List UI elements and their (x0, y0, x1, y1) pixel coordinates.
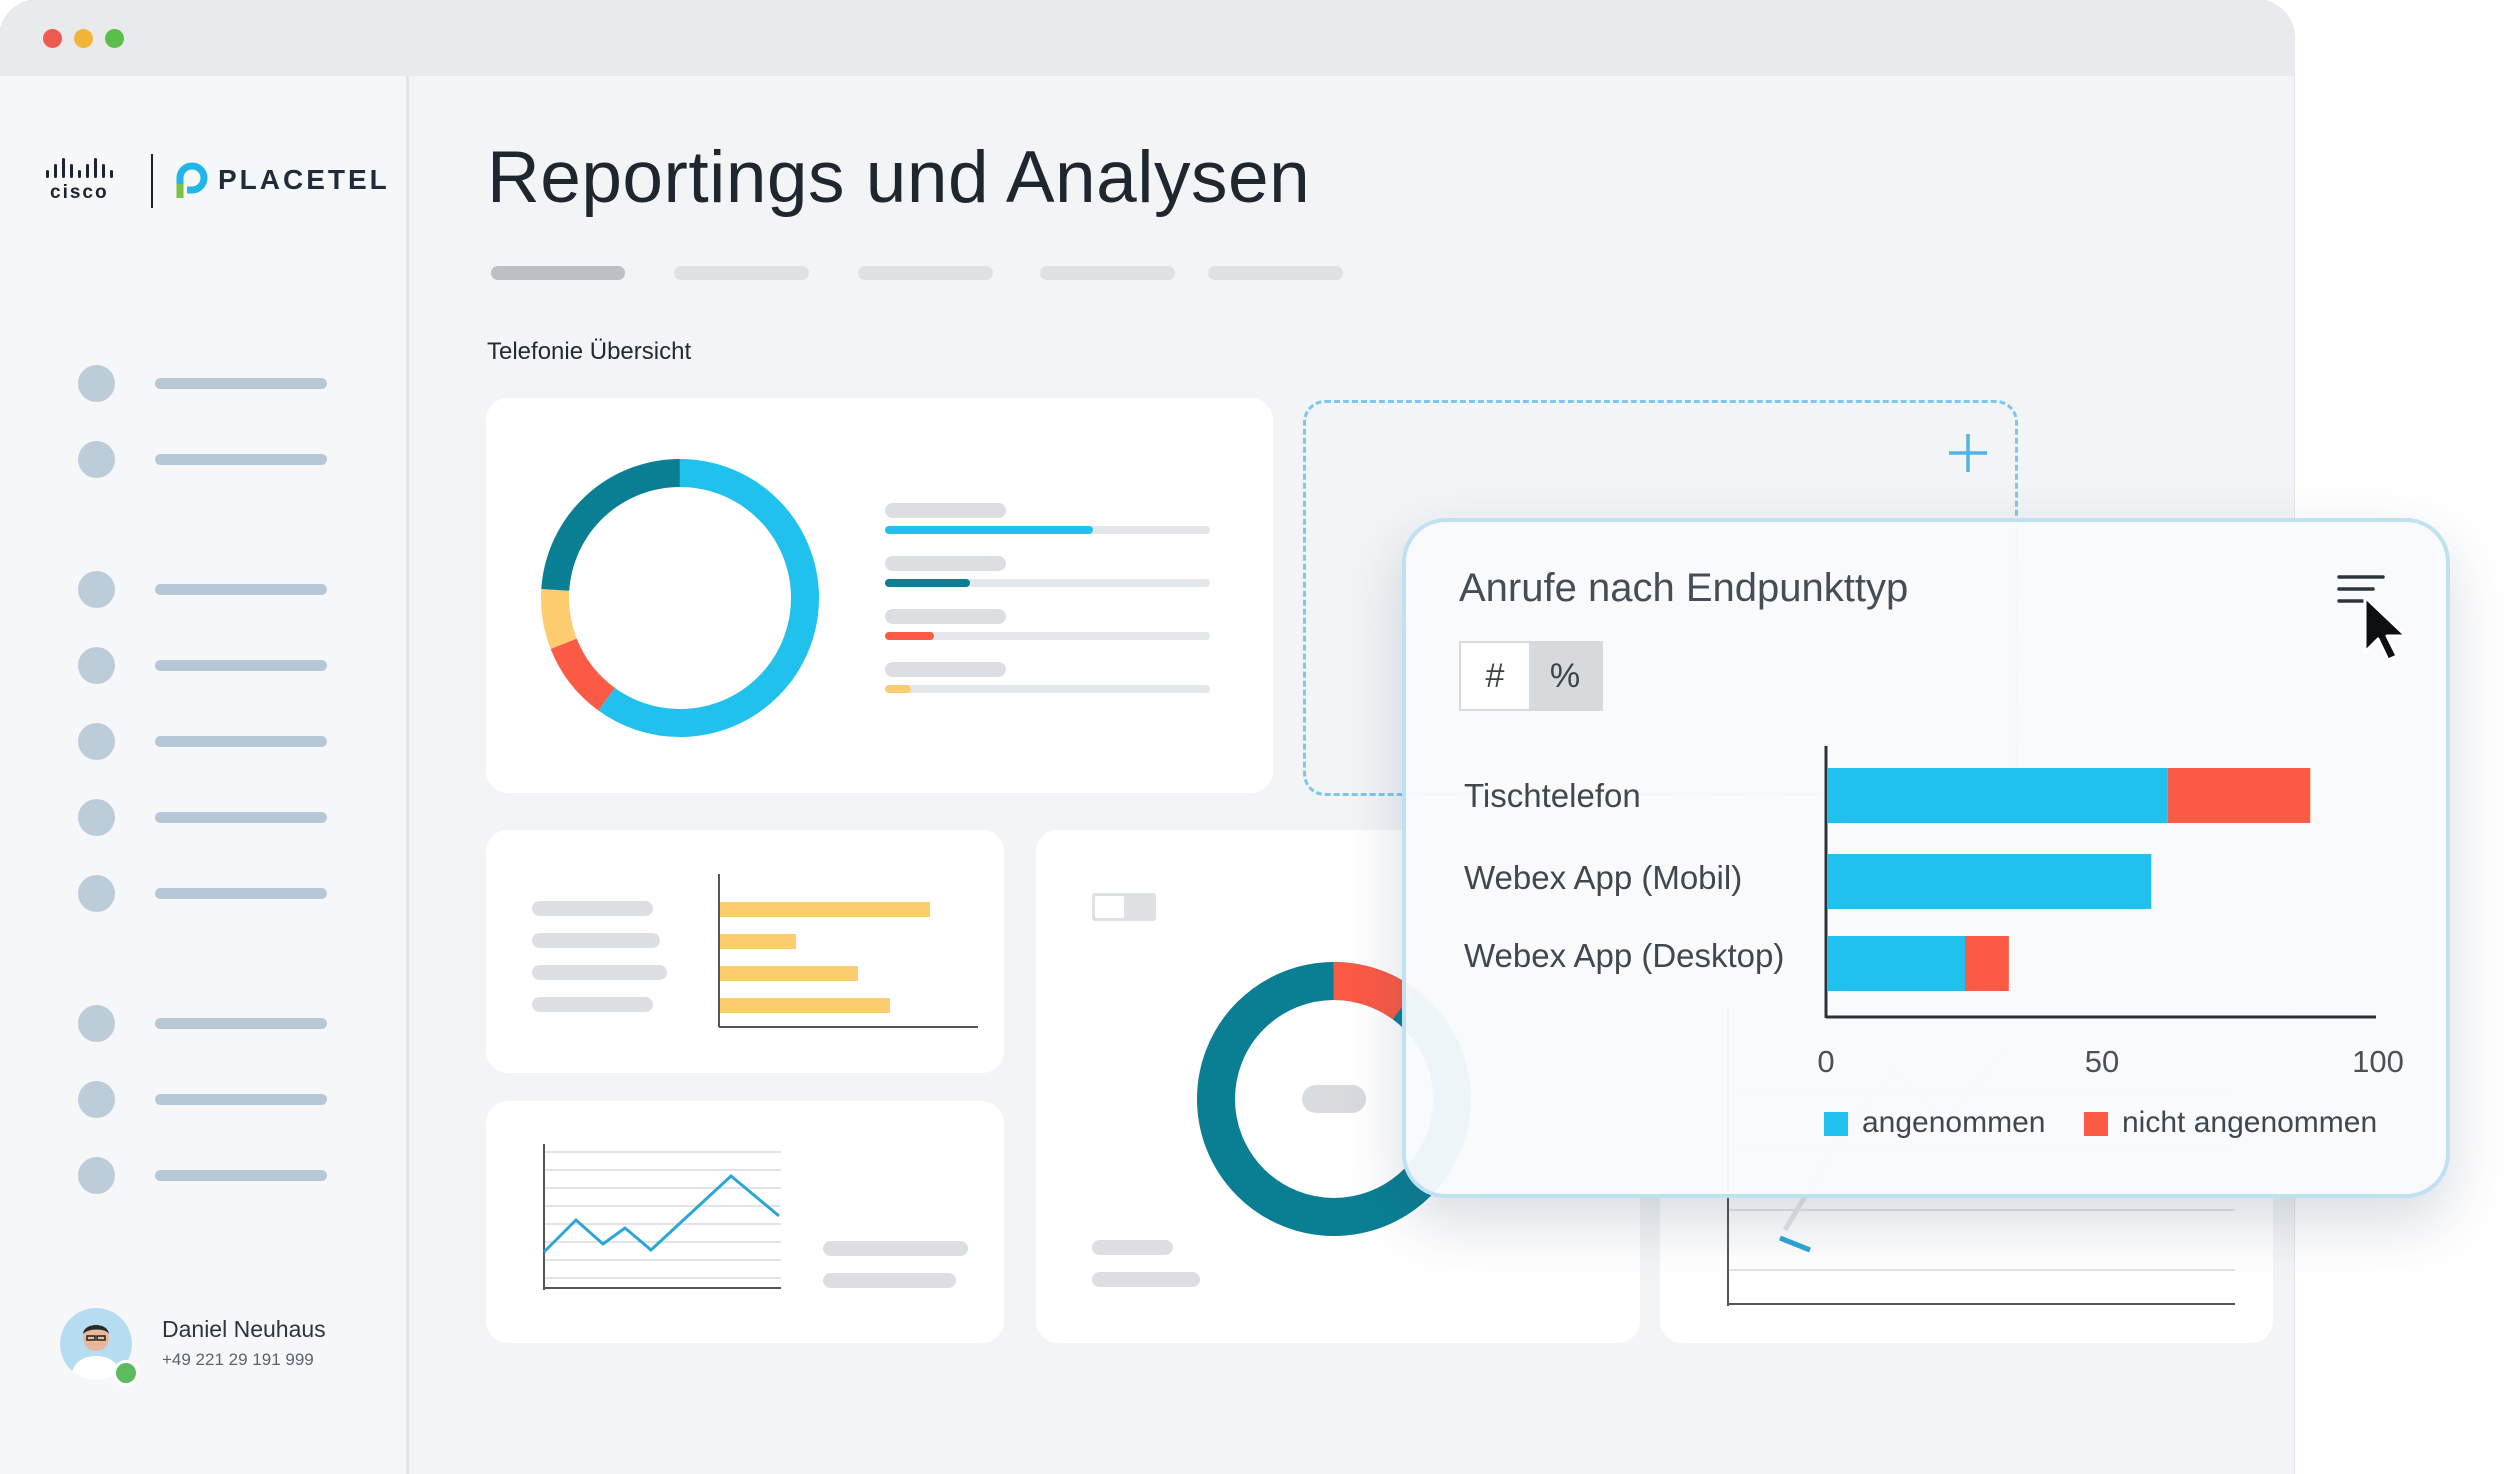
nav-icon (78, 1005, 115, 1042)
page-title: Reportings und Analysen (487, 137, 1311, 218)
endpoint-bar-chart: Tischtelefon Webex App (Mobil) Webex App… (1406, 522, 2446, 1194)
row-label-placeholder (532, 965, 667, 980)
user-profile[interactable]: Daniel Neuhaus +49 221 29 191 999 (60, 1308, 380, 1388)
online-status-indicator (113, 1360, 139, 1386)
placetel-logo-icon (176, 162, 210, 200)
mini-bar-chart-icon (718, 874, 978, 1028)
nav-label-placeholder (155, 584, 327, 595)
nav-label-placeholder (155, 888, 327, 899)
row-label-placeholder (885, 609, 1006, 624)
bar-unanswered-0 (2167, 768, 2311, 823)
user-phone: +49 221 29 191 999 (162, 1350, 314, 1369)
endpoint-calls-popup[interactable]: Anrufe nach Endpunkttyp # % Tischtelefon… (1402, 518, 2450, 1198)
category-label: Webex App (Mobil) (1464, 859, 1743, 896)
nav-label-placeholder (155, 454, 327, 465)
user-avatar-icon (60, 1308, 132, 1380)
nav-icon (78, 875, 115, 912)
nav-label-placeholder (155, 1170, 327, 1181)
tab[interactable] (1208, 266, 1343, 280)
progress-track (885, 685, 1210, 693)
toggle-count-button[interactable]: # (1485, 657, 1505, 695)
mini-line-chart-icon (542, 1144, 781, 1290)
bar-answered-0 (1828, 768, 2168, 823)
row-label-placeholder (885, 662, 1006, 677)
nav-label-placeholder (155, 812, 327, 823)
nav-label-placeholder (155, 1094, 327, 1105)
user-name: Daniel Neuhaus (162, 1316, 326, 1342)
legend-swatch-unanswered (2084, 1112, 2108, 1136)
nav-icon (78, 647, 115, 684)
nav-icon (78, 1081, 115, 1118)
bar-unanswered-2 (1965, 936, 2009, 991)
unit-toggle[interactable]: # % (1459, 641, 1603, 711)
x-tick-label: 100 (2352, 1044, 2404, 1079)
row-label-placeholder (1092, 1272, 1200, 1287)
placetel-wordmark: PLACETEL (218, 164, 390, 195)
row-label-placeholder (532, 997, 653, 1012)
cisco-bars-icon (46, 158, 113, 178)
tab[interactable] (858, 266, 993, 280)
tab[interactable] (674, 266, 809, 280)
row-label-placeholder (885, 556, 1006, 571)
nav-icon (78, 1157, 115, 1194)
plus-icon[interactable] (1946, 431, 1990, 475)
donut-chart-icon (541, 459, 819, 737)
nav-label-placeholder (155, 736, 327, 747)
cursor-arrow-icon (2363, 595, 2408, 662)
sidebar: cisco PLACETEL (0, 76, 409, 1474)
legend-label-answered: angenommen (1862, 1106, 2046, 1139)
app-window: cisco PLACETEL (0, 0, 2294, 1474)
nav-icon (78, 799, 115, 836)
row-label-placeholder (532, 901, 653, 916)
toggle-switch[interactable] (1092, 893, 1156, 921)
progress-track (885, 632, 1210, 640)
legend-label-unanswered: nicht angenommen (2122, 1106, 2378, 1139)
bar-answered-1 (1828, 854, 2152, 909)
bar-answered-2 (1828, 936, 1965, 991)
cisco-wordmark: cisco (50, 182, 109, 203)
tab-active[interactable] (491, 266, 625, 280)
logo-divider (151, 154, 153, 208)
toggle-percent-button[interactable]: % (1529, 643, 1601, 709)
cisco-logo: cisco (44, 158, 124, 208)
maximize-window-dot[interactable] (105, 29, 124, 48)
popup-title: Anrufe nach Endpunkttyp (1459, 566, 1909, 610)
line-chart-card[interactable] (486, 1101, 1004, 1343)
nav-label-placeholder (155, 660, 327, 671)
row-label-placeholder (823, 1273, 956, 1288)
bar-plot-area (1824, 746, 2376, 1019)
legend-swatch-answered (1824, 1112, 1848, 1136)
title-bar (0, 0, 2294, 76)
progress-track (885, 579, 1210, 587)
nav-icon (78, 365, 115, 402)
category-label: Tischtelefon (1464, 777, 1641, 814)
progress-track (885, 526, 1210, 534)
row-label-placeholder (532, 933, 660, 948)
section-label: Telefonie Übersicht (487, 338, 692, 365)
row-label-placeholder (1092, 1240, 1173, 1255)
x-tick-label: 0 (1817, 1044, 1835, 1079)
close-window-dot[interactable] (43, 29, 62, 48)
row-label-placeholder (885, 503, 1006, 518)
nav-icon (78, 441, 115, 478)
nav-label-placeholder (155, 378, 327, 389)
tab[interactable] (1040, 266, 1175, 280)
overview-card[interactable] (486, 398, 1273, 793)
minimize-window-dot[interactable] (74, 29, 93, 48)
category-label: Webex App (Desktop) (1464, 937, 1785, 974)
nav-label-placeholder (155, 1018, 327, 1029)
menu-lines-icon[interactable] (2336, 572, 2386, 612)
nav-icon (78, 723, 115, 760)
row-label-placeholder (823, 1241, 968, 1256)
x-tick-label: 50 (2084, 1044, 2120, 1079)
nav-icon (78, 571, 115, 608)
horizontal-bar-card[interactable] (486, 830, 1004, 1073)
